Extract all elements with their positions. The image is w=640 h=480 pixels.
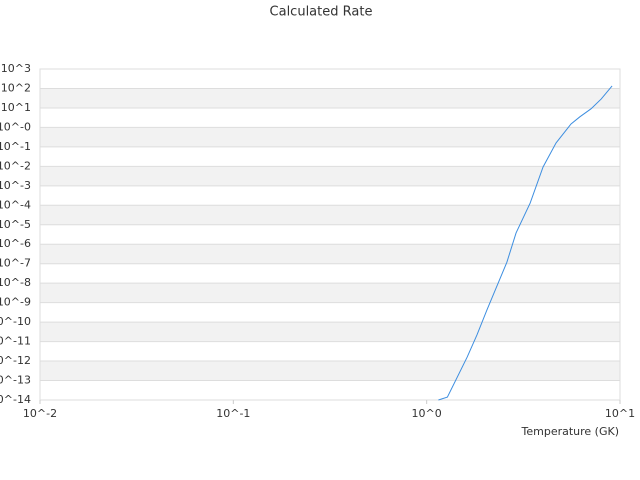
- y-tick-label: 10^-13: [0, 374, 31, 387]
- grid-band: [40, 283, 620, 303]
- x-tick-label: 10^-2: [23, 407, 57, 420]
- grid-band: [40, 205, 620, 225]
- grid-band: [40, 361, 620, 381]
- x-axis-label: Temperature (GK): [521, 425, 620, 438]
- y-tick-label: 10^-9: [0, 296, 31, 309]
- y-tick-label: 10^-2: [0, 159, 31, 172]
- y-tick-label: 10^-6: [0, 237, 31, 250]
- grid-band: [40, 88, 620, 108]
- y-tick-label: 10^2: [1, 81, 31, 94]
- y-tick-label: 10^-7: [0, 257, 31, 270]
- grid-band: [40, 322, 620, 342]
- y-tick-label: 10^-10: [0, 315, 31, 328]
- y-tick-label: 10^-5: [0, 218, 31, 231]
- y-tick-label: 10^-11: [0, 335, 31, 348]
- y-tick-label: 10^-14: [0, 393, 31, 406]
- grid-band: [40, 166, 620, 186]
- y-tick-label: 10^-0: [0, 120, 31, 133]
- x-tick-label: 10^0: [412, 407, 442, 420]
- y-tick-label: 10^3: [1, 62, 31, 75]
- y-tick-label: 10^-1: [0, 140, 31, 153]
- chart-title: Calculated Rate: [270, 5, 373, 20]
- y-tick-label: 10^-8: [0, 276, 31, 289]
- y-tick-label: 10^-3: [0, 179, 31, 192]
- data-line: [438, 85, 613, 401]
- x-tick-label: 10^1: [605, 407, 635, 420]
- plot-frame: [39, 68, 621, 401]
- grid-band: [40, 127, 620, 147]
- x-tick-label: 10^-1: [216, 407, 250, 420]
- grid-band: [40, 244, 620, 264]
- y-tick-label: 10^1: [1, 101, 31, 114]
- y-tick-label: 10^-4: [0, 198, 31, 211]
- y-tick-label: 10^-12: [0, 354, 31, 367]
